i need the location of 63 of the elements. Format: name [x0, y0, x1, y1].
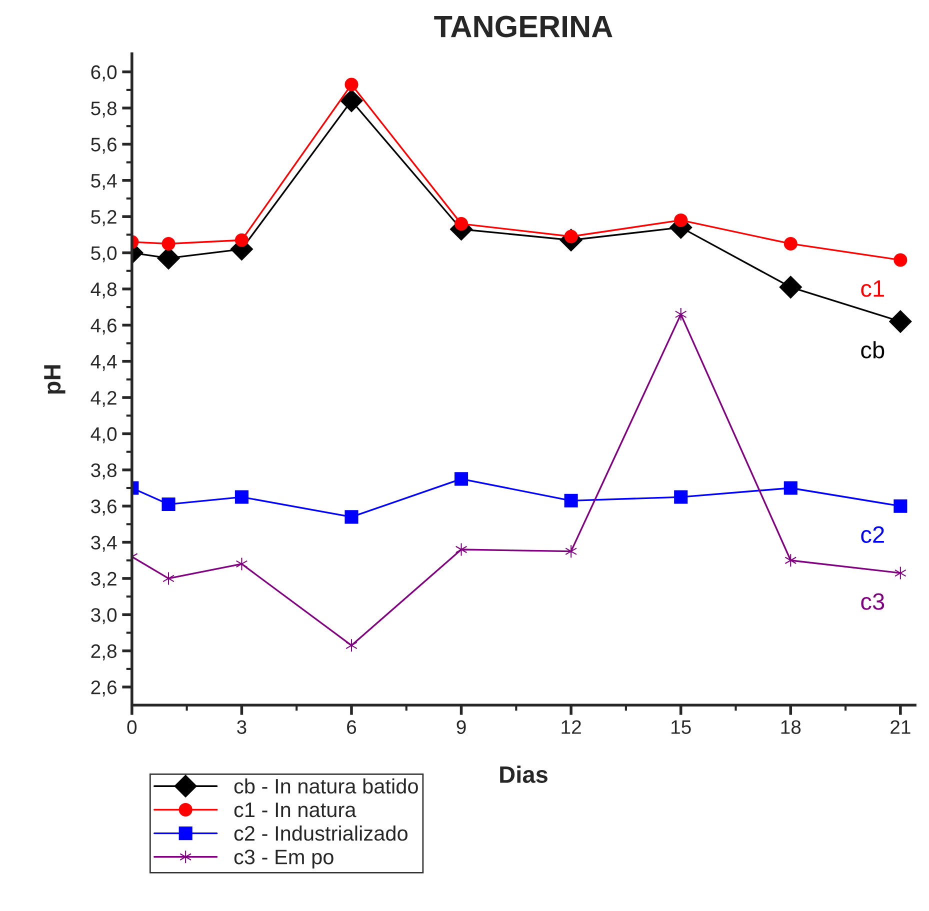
y-tick-label: 3,8 — [91, 463, 116, 480]
point — [779, 276, 802, 298]
y-tick-label: 4,0 — [90, 427, 117, 444]
y-tick-label: 3,4 — [91, 536, 117, 552]
y-tick-label: 2,8 — [91, 644, 116, 660]
point — [344, 78, 358, 92]
chart-title: TANGERINA — [434, 16, 612, 38]
point — [889, 310, 912, 333]
y-tick-label: 5,8 — [91, 101, 116, 118]
x-tick-label: 6 — [347, 720, 356, 734]
point — [236, 557, 248, 571]
legend-label: c2 - Industrializado — [234, 825, 408, 841]
point — [454, 472, 468, 486]
point — [162, 498, 176, 512]
y-tick-label: 4,4 — [90, 355, 117, 371]
y-tick-label: 6,0 — [91, 65, 117, 82]
y-tick-label: 2,6 — [91, 680, 116, 697]
annotation: c2 — [861, 526, 884, 543]
point — [894, 253, 908, 267]
y-axis-title: pH — [44, 365, 66, 394]
y-tick-label: 4,6 — [90, 318, 116, 335]
legend-label: cb - In natura batido — [234, 778, 418, 794]
point — [674, 490, 688, 504]
y-tick-label: 4,2 — [90, 390, 116, 408]
y-tick-label: 4,8 — [90, 282, 116, 298]
legend-label: c3 - Em po — [234, 850, 334, 869]
y-tick-label: 5,6 — [91, 138, 116, 154]
legend-label: c1 - In natura — [234, 802, 356, 818]
y-tick-label: 5,4 — [91, 174, 117, 190]
point — [784, 481, 798, 495]
x-tick-label: 9 — [456, 720, 466, 734]
point — [894, 566, 906, 580]
x-tick-label: 3 — [237, 720, 246, 734]
point — [454, 217, 468, 231]
y-tick-label: 5,0 — [91, 246, 117, 262]
point — [344, 510, 358, 524]
y-tick-label: 3,0 — [91, 608, 117, 624]
point — [784, 554, 797, 568]
point — [340, 89, 363, 112]
x-tick-label: 18 — [781, 720, 801, 734]
point — [894, 499, 908, 513]
point — [784, 236, 798, 250]
point — [162, 572, 174, 586]
point — [674, 213, 688, 227]
point — [346, 638, 358, 652]
point — [162, 236, 176, 250]
x-tick-label: 21 — [890, 720, 910, 734]
y-tick-label: 3,6 — [91, 500, 116, 516]
point — [455, 542, 468, 556]
annotation: cb — [861, 341, 884, 358]
x-tick-label: 12 — [562, 720, 581, 734]
annotation: c1 — [861, 280, 884, 297]
annotation: c3 — [861, 593, 884, 610]
y-tick-label: 3,2 — [91, 572, 116, 588]
x-axis-title: Dias — [500, 766, 548, 783]
x-tick-label: 15 — [672, 720, 691, 734]
point — [564, 494, 578, 508]
x-tick-label: 0 — [127, 720, 137, 734]
point — [674, 308, 687, 322]
point — [565, 544, 577, 558]
y-tick-label: 5,2 — [91, 210, 116, 226]
point — [234, 490, 248, 504]
point — [234, 233, 248, 247]
